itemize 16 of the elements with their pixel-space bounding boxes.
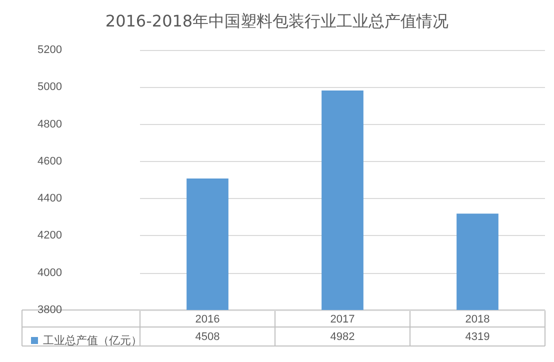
legend-label: 工业总产值（亿元） bbox=[43, 334, 142, 347]
y-tick-label: 4800 bbox=[38, 118, 62, 130]
y-tick-label: 4000 bbox=[38, 266, 62, 279]
y-tick-label: 3800 bbox=[38, 304, 62, 316]
x-tick-label: 2018 bbox=[465, 314, 490, 326]
data-label: 4508 bbox=[195, 331, 220, 343]
y-tick-label: 4200 bbox=[38, 230, 62, 242]
data-label: 4319 bbox=[465, 331, 490, 343]
y-tick-label: 5200 bbox=[38, 44, 62, 56]
y-tick-label: 4400 bbox=[38, 192, 62, 205]
y-tick-label: 4600 bbox=[38, 155, 62, 168]
data-label: 4982 bbox=[330, 331, 355, 343]
x-tick-label: 2016 bbox=[195, 314, 220, 326]
y-tick-label: 5000 bbox=[38, 81, 62, 94]
chart-title: 2016-2018年中国塑料包装行业工业总产值情况 bbox=[105, 12, 449, 30]
x-tick-label: 2017 bbox=[330, 314, 355, 326]
